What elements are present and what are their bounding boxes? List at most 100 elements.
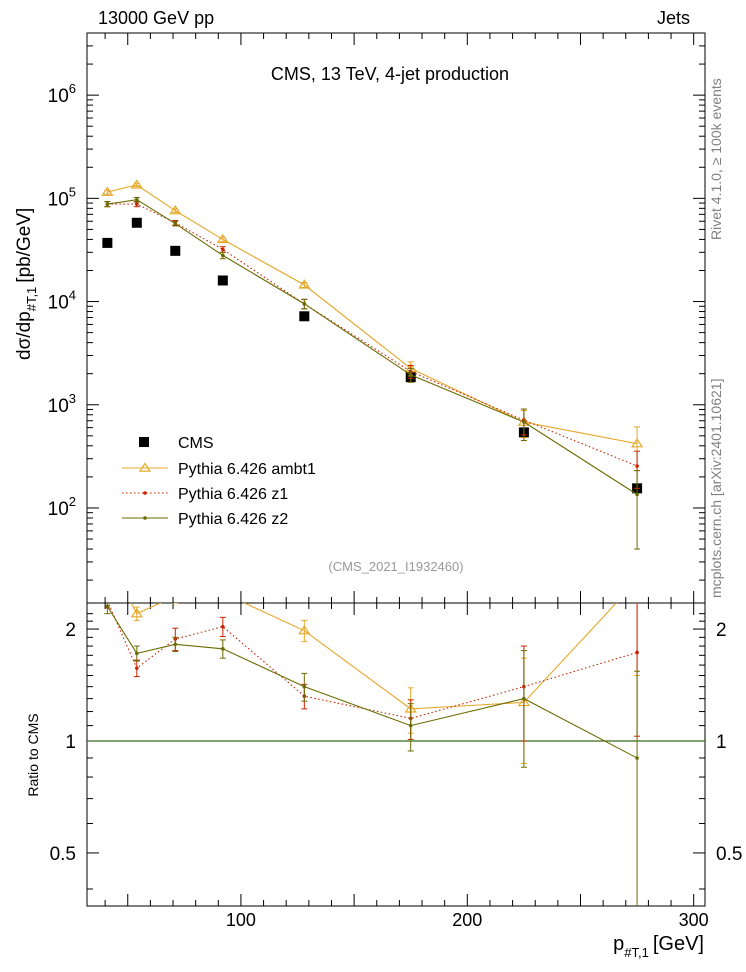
y-tick-label-exponent: 5 (69, 184, 76, 199)
point-cms (217, 275, 228, 286)
point-ambt1 (298, 279, 311, 289)
y-tick-label: 103 (48, 391, 76, 417)
ratio-point-z1 (221, 624, 225, 629)
y-tick-label: 105 (48, 184, 76, 210)
ratio-frame (86, 602, 706, 907)
point-ambt1 (101, 186, 114, 196)
x-axis-title-main: p (613, 933, 624, 955)
ratio-point-z1 (106, 599, 110, 603)
x-tick-label: 100 (226, 910, 256, 930)
ratio-data (87, 554, 705, 906)
point-z2 (635, 492, 639, 497)
ratio-ticks (87, 603, 705, 906)
point-cms (102, 237, 113, 248)
main-title: CMS, 13 TeV, 4-jet production (271, 64, 509, 84)
y-tick-label-exponent: 6 (69, 81, 76, 96)
ratio-point-z2 (635, 756, 639, 760)
point-z1 (135, 202, 139, 206)
point-z2 (221, 253, 225, 258)
y-axis-title: dσ/dp#T,1 [pb/GeV] (14, 208, 39, 360)
x-tick-label: 200 (452, 910, 482, 930)
legend: CMS Pythia 6.426 ambt1 Pythia 6.426 z1 Pyth… (122, 435, 316, 528)
point-ambt1 (169, 205, 182, 215)
legend-marker-cms (139, 437, 149, 447)
ratio-point-ambt1 (218, 589, 228, 597)
ratio-line-z1 (107, 603, 638, 719)
ratio-point-z2 (105, 604, 110, 609)
legend-marker-z1 (143, 491, 147, 495)
y-tick-label-base: 10 (48, 396, 69, 417)
y-tick-label: 104 (48, 288, 76, 314)
point-z2 (105, 202, 110, 206)
ratio-point-z2 (408, 723, 413, 728)
y-tick-label-exponent: 4 (69, 288, 76, 303)
legend-label-z1: Pythia 6.426 z1 (178, 486, 288, 503)
ratio-point-ambt1 (102, 554, 112, 562)
ratio-panel: 100 200 300 0.5 0.5 1 1 2 2 Ratio to CMS p#T,1 [G… (25, 554, 743, 960)
point-ambt1 (130, 179, 143, 189)
x-axis-title-unit: [GeV] (653, 933, 704, 955)
main-panel: CMS, 13 TeV, 4-jet production (CMS_2021_… (14, 32, 706, 604)
x-axis-title-sub: #T,1 (624, 945, 649, 960)
ratio-point-z1 (135, 666, 139, 670)
ratio-point-z2 (221, 646, 225, 651)
ratio-y-tick-label-right: 2 (716, 620, 727, 641)
line-z2 (107, 199, 638, 495)
legend-label-z2: Pythia 6.426 z2 (178, 511, 288, 528)
point-ambt1 (216, 233, 229, 244)
ratio-point-ambt1 (130, 608, 143, 618)
point-z1 (635, 464, 639, 468)
ratio-point-z1 (635, 650, 639, 655)
point-z2 (302, 302, 307, 306)
main-ticks (87, 32, 705, 603)
point-z2 (522, 420, 526, 424)
point-z1 (221, 247, 225, 252)
point-z2 (173, 221, 178, 226)
point-cms (170, 245, 181, 256)
y-tick-label-exponent: 2 (69, 494, 76, 509)
ratio-y-tick-label-right: 0.5 (716, 844, 742, 865)
ratio-y-tick-label-right: 1 (716, 732, 727, 753)
y-axis-title-main: dσ/dp (14, 311, 35, 360)
point-cms (299, 311, 310, 322)
point-z2 (135, 197, 139, 202)
y-tick-label: 102 (48, 494, 76, 520)
y-tick-label: 106 (48, 81, 76, 107)
ratio-point-ambt1 (298, 625, 311, 635)
y-tick-label-base: 10 (48, 189, 69, 210)
y-axis-title-unit: [pb/GeV] (14, 208, 35, 283)
ratio-point-ambt1 (170, 592, 180, 600)
header-right: Jets (657, 8, 690, 28)
x-axis-title: p#T,1 [GeV] (613, 933, 704, 960)
ratio-point-z2 (302, 684, 307, 689)
ratio-point-ambt1 (632, 576, 642, 584)
ratio-y-axis-title: Ratio to CMS (25, 713, 41, 796)
y-tick-label-base: 10 (48, 499, 69, 520)
ratio-point-z2 (135, 651, 139, 656)
y-tick-label-exponent: 3 (69, 391, 76, 406)
ratio-line-ambt1 (130, 603, 618, 710)
ratio-point-z2 (173, 642, 178, 647)
analysis-tag: (CMS_2021_I1932460) (328, 559, 463, 574)
x-tick-label: 300 (679, 910, 709, 930)
rivet-label: Rivet 4.1.0, ≥ 100k events (708, 78, 724, 240)
legend-label-ambt1: Pythia 6.426 ambt1 (178, 461, 316, 478)
main-data (101, 179, 644, 550)
point-z2 (408, 373, 413, 377)
ratio-y-tick-label: 0.5 (50, 844, 76, 865)
legend-marker-ambt1 (138, 462, 152, 472)
line-z1 (107, 203, 638, 467)
point-cms (131, 217, 142, 228)
y-tick-label-base: 10 (48, 86, 69, 107)
point-ambt1 (630, 438, 644, 448)
ratio-line-z2 (106, 606, 638, 759)
y-tick-label-base: 10 (48, 293, 69, 314)
ratio-point-z2 (522, 696, 526, 701)
ratio-y-tick-label: 1 (65, 732, 76, 753)
line-ambt1 (107, 184, 638, 445)
legend-label-cms: CMS (178, 435, 214, 452)
ratio-tick-labels: 100 200 300 0.5 0.5 1 1 2 2 (50, 620, 743, 930)
y-axis-title-sub: #T,1 (24, 287, 39, 312)
